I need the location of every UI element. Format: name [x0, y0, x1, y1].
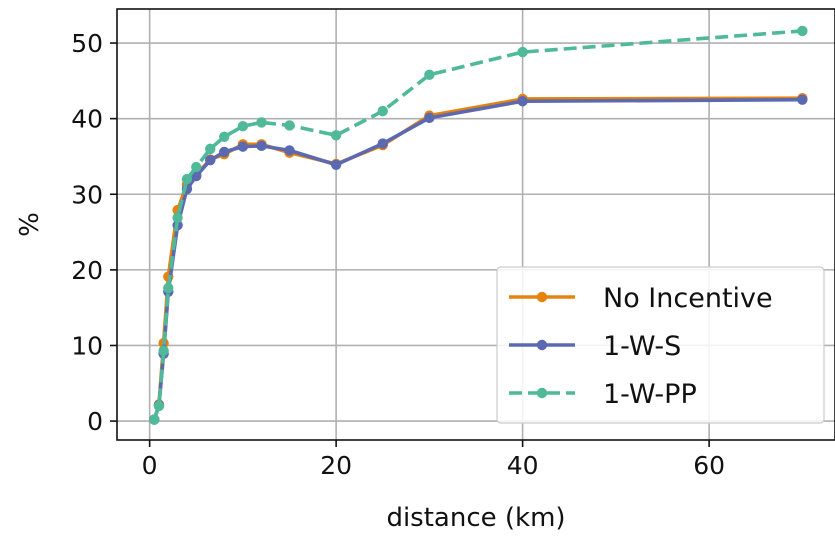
y-tick-label: 40 [71, 105, 103, 134]
y-tick-label: 30 [71, 180, 103, 209]
data-point [517, 46, 528, 58]
data-point [181, 173, 193, 185]
data-point [191, 161, 202, 173]
data-point [330, 130, 342, 141]
legend-swatch-marker [536, 339, 548, 351]
axis-ticks: 0 20 40 60 0 10 20 30 40 50 [71, 29, 725, 480]
data-point [153, 400, 165, 412]
legend-swatch-marker [536, 387, 548, 399]
data-point [205, 143, 216, 155]
legend-label: 1-W-PP [603, 379, 697, 410]
x-tick-label: 20 [320, 451, 352, 480]
data-point [517, 96, 528, 107]
legend-item: No Incentive [509, 283, 773, 314]
data-point [237, 121, 249, 132]
data-point [163, 282, 174, 294]
y-tick-label: 20 [71, 256, 103, 285]
y-tick-label: 50 [71, 29, 103, 58]
series-1-w-pp [149, 25, 808, 425]
plot-frame [116, 8, 835, 441]
plot-series [149, 25, 808, 425]
legend-swatch-marker [536, 291, 548, 303]
legend-label: No Incentive [603, 283, 773, 314]
y-tick-label: 0 [87, 407, 103, 436]
x-tick-label: 40 [507, 451, 539, 480]
data-point [205, 155, 216, 166]
x-axis-label: distance (km) [386, 503, 565, 533]
legend: No Incentive 1-W-S 1-W-PP [496, 266, 825, 424]
legend-label: 1-W-S [603, 331, 681, 362]
data-point [158, 345, 169, 356]
grid [117, 9, 835, 440]
data-point [284, 120, 295, 131]
data-point [256, 140, 267, 152]
data-point [172, 212, 183, 223]
data-point [377, 138, 388, 149]
data-point [237, 141, 249, 152]
data-point [191, 170, 202, 182]
legend-item: 1-W-S [509, 331, 681, 362]
data-point [424, 69, 435, 80]
y-tick-label: 10 [71, 331, 103, 360]
data-point [149, 414, 160, 425]
data-point [424, 112, 435, 124]
data-point [256, 117, 267, 128]
legend-box [496, 266, 825, 424]
data-point [797, 25, 808, 37]
y-axis-label: % [15, 212, 45, 237]
data-point [377, 105, 388, 117]
data-point [330, 159, 342, 170]
x-tick-label: 60 [693, 451, 725, 480]
data-point [797, 94, 808, 105]
legend-item: 1-W-PP [509, 379, 697, 410]
data-point [219, 131, 230, 142]
data-point [219, 146, 230, 158]
data-point [284, 145, 295, 156]
x-tick-label: 0 [142, 451, 158, 480]
